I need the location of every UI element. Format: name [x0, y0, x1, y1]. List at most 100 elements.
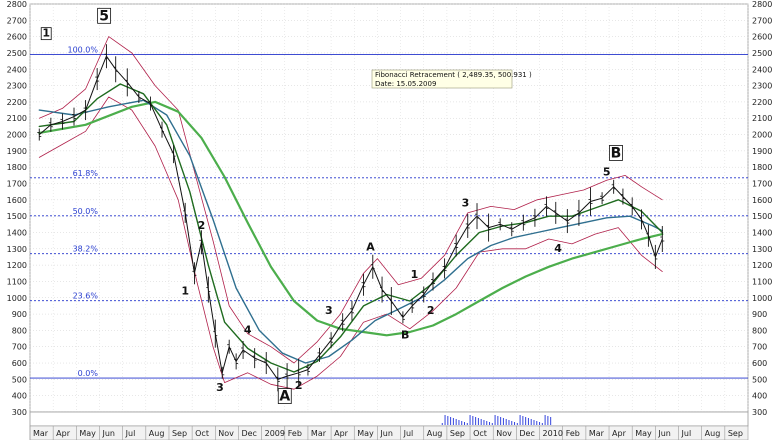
right-tick-label: 500 — [752, 375, 767, 384]
left-tick-label: 1600 — [7, 196, 27, 205]
right-tick-label: 1900 — [752, 147, 772, 156]
wave-label: 1 — [42, 27, 50, 40]
month-label: Sep — [728, 429, 743, 438]
wave-label-box — [277, 388, 292, 404]
month-label: Aug — [149, 429, 165, 438]
fib-level-label: 61.8% — [73, 169, 99, 178]
month-label: Feb — [566, 429, 580, 438]
right-tick-label: 600 — [752, 359, 767, 368]
month-label: Apr — [334, 429, 349, 438]
right-tick-label: 300 — [752, 408, 767, 417]
month-label: Apr — [612, 429, 627, 438]
wave-label: 4 — [554, 242, 562, 255]
wave-label: 3 — [325, 304, 333, 317]
wave-label: 4 — [244, 324, 252, 337]
month-label: Jul — [125, 429, 136, 438]
right-tick-label: 2500 — [752, 49, 772, 58]
time-axis: Mar Apr May Jun Jul Aug Sep Oct Nov Dec 2009 Feb Mar… — [29, 425, 749, 441]
wave-label: B — [401, 329, 409, 342]
month-label: Aug — [705, 429, 721, 438]
right-tick-label: 2100 — [752, 114, 772, 123]
wave-label: 1 — [411, 268, 419, 281]
left-tick-label: 2500 — [7, 49, 27, 58]
left-tick-label: 2200 — [7, 98, 27, 107]
month-label: Mar — [33, 429, 49, 438]
month-label: Mar — [589, 429, 605, 438]
right-tick-label: 1300 — [752, 245, 772, 254]
month-label: Jul — [681, 429, 692, 438]
right-tick-label: 400 — [752, 392, 767, 401]
wave-label: 5 — [99, 8, 109, 24]
left-tick-label: 800 — [12, 326, 27, 335]
left-tick-label: 1000 — [7, 294, 27, 303]
wave-label-box — [40, 27, 52, 41]
month-label: Oct — [195, 429, 209, 438]
tooltip-line2: Date: 15.05.2009 — [375, 80, 436, 88]
month-label: Mar — [311, 429, 327, 438]
right-tick-label: 800 — [752, 326, 767, 335]
wave-label: 2 — [427, 304, 435, 317]
left-tick-label: 1500 — [7, 212, 27, 221]
month-label: Jun — [657, 429, 671, 438]
plot-area[interactable]: 100.0%61.8%50.0%38.2%23.6%0.0%512134A23A… — [29, 3, 749, 413]
month-label: Nov — [496, 429, 512, 438]
left-tick-label: 1400 — [7, 228, 27, 237]
wave-label: 3 — [462, 196, 470, 209]
left-tick-label: 1200 — [7, 261, 27, 270]
ema-long-line — [38, 100, 664, 337]
right-tick-label: 1600 — [752, 196, 772, 205]
wave-label: A — [366, 240, 375, 253]
tooltip-box — [371, 69, 513, 89]
right-tick-label: 900 — [752, 310, 767, 319]
wave-label-box — [97, 7, 112, 24]
envelope-lower-line — [38, 96, 663, 390]
left-tick-label: 400 — [12, 392, 27, 401]
fib-level-label: 0.0% — [78, 369, 99, 378]
left-tick-label: 2700 — [7, 16, 27, 25]
left-tick-label: 1900 — [7, 147, 27, 156]
month-label: Oct — [473, 429, 487, 438]
volume-frame — [29, 411, 749, 427]
month-label: 2010 — [543, 429, 563, 438]
right-tick-label: 2600 — [752, 33, 772, 42]
left-tick-label: 600 — [12, 359, 27, 368]
left-tick-label: 1800 — [7, 163, 27, 172]
tooltip-line1: Fibonacci Retracement ( 2,489.35, 500.93… — [375, 71, 532, 79]
month-label: Sep — [450, 429, 465, 438]
left-tick-label: 900 — [12, 310, 27, 319]
wave-label: 2 — [198, 219, 206, 232]
right-tick-label: 1200 — [752, 261, 772, 270]
left-tick-label: 2600 — [7, 33, 27, 42]
left-tick-label: 1100 — [7, 277, 27, 286]
fib-level-label: 23.6% — [73, 292, 99, 301]
fib-level-label: 100.0% — [67, 46, 98, 55]
month-label: May — [79, 429, 96, 438]
right-tick-label: 2400 — [752, 65, 772, 74]
wave-label: 1 — [181, 284, 189, 297]
right-tick-label: 1700 — [752, 180, 772, 189]
left-tick-label: 1300 — [7, 245, 27, 254]
left-price-axis: 300 400 500 600 700 800 900 1000 1100 1200 1300 140… — [7, 0, 27, 417]
right-tick-label: 700 — [752, 343, 767, 352]
left-tick-label: 700 — [12, 343, 27, 352]
wave-label: B — [611, 145, 622, 161]
month-label: Jun — [379, 429, 393, 438]
month-label: May — [635, 429, 652, 438]
left-tick-label: 2100 — [7, 114, 27, 123]
month-label: Nov — [218, 429, 234, 438]
month-label: May — [357, 429, 374, 438]
left-tick-label: 2400 — [7, 65, 27, 74]
month-label: 2009 — [265, 429, 285, 438]
wave-label-box — [609, 145, 623, 161]
wave-label: 5 — [603, 165, 611, 178]
left-tick-label: 2300 — [7, 82, 27, 91]
month-label: Feb — [288, 429, 302, 438]
wave-label: A — [279, 389, 290, 405]
left-tick-label: 300 — [12, 408, 27, 417]
right-tick-label: 2800 — [752, 0, 772, 9]
right-tick-label: 2200 — [752, 98, 772, 107]
month-label: Aug — [427, 429, 443, 438]
month-label: Dec — [519, 429, 534, 438]
month-label: Sep — [172, 429, 187, 438]
